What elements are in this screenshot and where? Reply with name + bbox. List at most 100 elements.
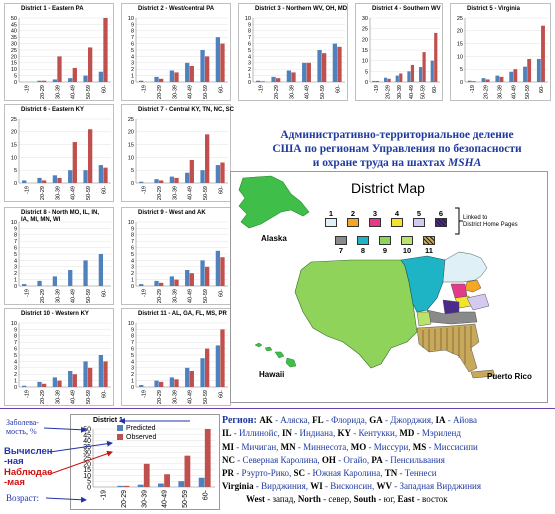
region-2-shape[interactable] [464, 279, 482, 293]
region-code: OH [321, 454, 336, 465]
bar-observed [410, 64, 415, 82]
bar-predicted [137, 484, 144, 487]
region-6-shape[interactable] [442, 299, 460, 315]
map-key-swatch[interactable] [379, 236, 391, 245]
bar-predicted [332, 43, 338, 82]
bar-observed [103, 361, 108, 387]
heading-text: и охране труда на шахтах [312, 157, 449, 169]
y-tick-label: 7 [14, 340, 17, 346]
bar-predicted [407, 71, 411, 82]
region-code: GA [369, 415, 383, 425]
bar-observed [57, 177, 62, 183]
bar-observed [174, 177, 179, 183]
y-tick-label: 25 [11, 117, 17, 123]
map-key-number: 9 [382, 246, 388, 255]
region-name: - Южная Каролина, [305, 468, 385, 479]
region-code: MN [280, 441, 296, 452]
region-9-shape[interactable] [294, 259, 418, 369]
map-key-swatch[interactable] [401, 236, 413, 245]
bar-predicted [185, 367, 190, 387]
y-tick-label: 4 [131, 258, 134, 264]
bar-predicted [52, 175, 58, 183]
region-row: Virginia - Вирджиния, WI - Висконсин, WV… [222, 480, 552, 493]
bar-predicted [271, 76, 276, 82]
region-code: IN [281, 428, 292, 439]
alaska-shape[interactable] [238, 175, 310, 229]
y-tick-label: 3 [14, 265, 17, 271]
calculated-line: -ная [4, 456, 24, 467]
bar-observed [174, 379, 179, 387]
region-name: - Мэриленд [414, 428, 461, 439]
x-tick-label: 40-49 [71, 186, 77, 200]
bar-predicted [154, 76, 159, 82]
x-tick-label: -19 [25, 289, 31, 297]
region-11-shape[interactable] [416, 323, 480, 373]
x-tick-label: 20-29 [274, 85, 280, 99]
map-key-swatch[interactable] [413, 218, 425, 227]
y-tick-label: 10 [457, 54, 463, 60]
bar-predicted [536, 58, 541, 82]
region-3-shape[interactable] [450, 283, 468, 299]
y-tick-label: 2 [131, 372, 134, 378]
chart-title: District 6 - Eastern KY [21, 107, 85, 113]
map-key-swatch[interactable] [435, 218, 447, 227]
y-tick-label: 0 [87, 484, 91, 491]
x-tick-label: 30-39 [172, 85, 178, 99]
puerto-rico-shape[interactable] [470, 369, 496, 379]
bar-predicted [98, 71, 104, 82]
y-tick-label: 5 [460, 67, 463, 73]
map-key-swatch[interactable] [335, 236, 347, 245]
y-tick-label: 6 [131, 246, 134, 252]
map-key-number: 1 [328, 209, 334, 218]
bar-predicted [22, 180, 27, 183]
region-10-shape[interactable] [416, 311, 432, 327]
chart-title: District 1 - Eastern PA [21, 6, 84, 12]
bar-predicted [68, 371, 73, 387]
bar-predicted [200, 358, 205, 387]
bar-observed [220, 43, 225, 82]
map-key-swatch[interactable] [423, 236, 435, 245]
x-tick-label: -19 [25, 186, 31, 194]
y-tick-label: 25 [457, 16, 463, 22]
map-key-number: 8 [360, 246, 366, 255]
y-tick-label: 3 [248, 61, 251, 67]
chart-title: District 8 - North MO, IL, IN, IA, MI, M… [21, 210, 100, 223]
map-key-swatch[interactable] [357, 236, 369, 245]
region-name: - Висконсин, [322, 481, 377, 492]
bar-predicted [185, 172, 190, 183]
region-7-shape[interactable] [426, 309, 478, 325]
x-tick-label: -19 [142, 85, 148, 93]
bar-predicted [83, 361, 88, 387]
region-code: WI [310, 481, 323, 492]
y-tick-label: 10 [128, 16, 134, 22]
district-map[interactable]: District Map Linked to District Home Page… [230, 171, 548, 403]
region-name: - Вирджиния, [253, 481, 311, 492]
bar-predicted [185, 270, 190, 286]
bar-observed [103, 167, 108, 183]
region-5-shape[interactable] [466, 293, 490, 311]
y-tick-label: 0 [14, 385, 17, 391]
map-key-swatch[interactable] [347, 218, 359, 227]
map-key-swatch[interactable] [369, 218, 381, 227]
y-tick-label: 3 [131, 61, 134, 67]
heading-emphasis: MSHA [448, 157, 482, 169]
bar-predicted [523, 66, 527, 82]
region-code: MS [412, 441, 427, 452]
bar-observed [541, 25, 545, 82]
bar-observed [471, 81, 476, 82]
y-tick-label: 10 [128, 321, 134, 327]
bar-predicted [154, 380, 159, 387]
y-tick-label: 20 [11, 54, 17, 60]
region-name: - Иллинойс, [231, 428, 282, 439]
y-tick-label: 1 [131, 379, 134, 385]
region-code: PA [371, 454, 383, 465]
map-key-swatch[interactable] [391, 218, 403, 227]
region-name: - Северная Каролина, [235, 454, 322, 465]
y-tick-label: 20 [457, 29, 463, 35]
map-key-swatch[interactable] [325, 218, 337, 227]
region-1-shape[interactable] [442, 251, 488, 283]
y-tick-label: 2 [131, 67, 134, 73]
hawaii-shape[interactable] [254, 342, 297, 368]
bar-predicted [215, 165, 221, 183]
